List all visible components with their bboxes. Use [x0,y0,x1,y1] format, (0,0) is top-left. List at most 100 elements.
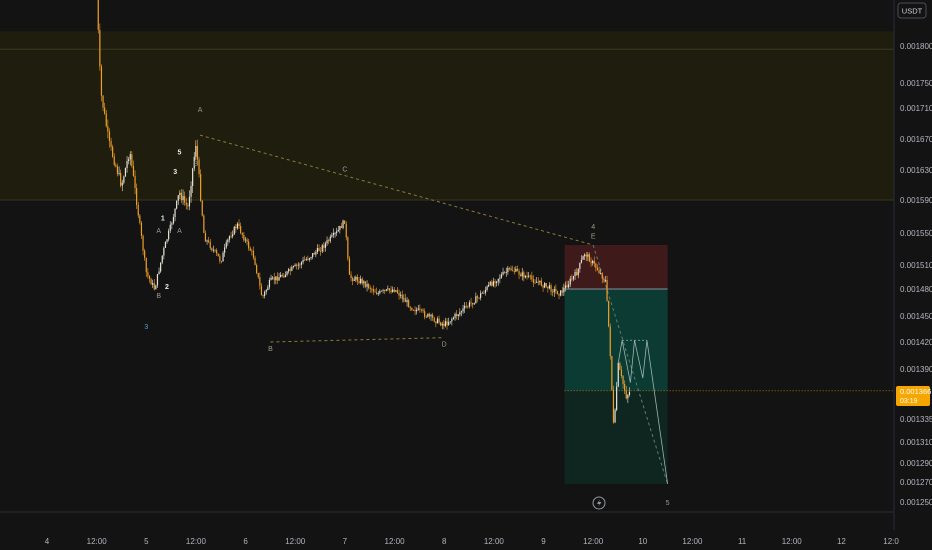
candle-body [352,278,354,281]
wave-label[interactable]: A [198,107,203,114]
candle-body [582,256,584,260]
candle-body [281,274,283,277]
candle-body [112,146,114,157]
candle-body [414,310,416,312]
replay-icon[interactable] [592,496,606,510]
candle-body [382,290,384,292]
candle-body [176,200,178,209]
candle-body [321,245,323,252]
wave-label[interactable]: 3 [144,324,148,331]
candle-body [548,285,551,289]
candle-body [524,276,527,278]
candle-body [297,264,299,266]
stop-loss-zone[interactable] [564,245,668,289]
candle-body [288,269,290,272]
candle-body [587,254,589,257]
candle-body [246,239,248,242]
candle-body [166,239,168,242]
candle-body [532,279,535,283]
candle-body [291,267,293,271]
candle-body [569,278,571,285]
candle-body [339,225,341,230]
candle-body [408,300,410,308]
candle-body [516,268,519,271]
candle-body [500,274,503,278]
wave-label[interactable]: 1 [161,216,165,223]
profit-zone[interactable] [564,289,668,391]
candle-body [342,220,344,228]
wave-label[interactable]: B [194,161,199,168]
wave-label[interactable]: 4 [591,224,595,231]
candle-body [390,290,392,292]
candle-body [481,292,483,294]
wave-label[interactable]: 2 [165,284,169,291]
time-tick-label: 6 [243,537,248,546]
candle-body [320,250,322,252]
wave-label[interactable]: A [156,228,161,235]
time-axis[interactable]: 4 12:00 5 12:00 6 12:00 7 12:00 8 12:00 9 12:00 10 12… [45,537,900,546]
wave-label[interactable]: B [156,293,161,300]
wave-label[interactable]: B [268,346,273,353]
candle-body [278,277,280,281]
candle-body [592,260,594,264]
candle-body [489,281,491,285]
candle-body [131,154,133,166]
candle-body [284,274,287,278]
candle-body [452,317,455,320]
candle-body [174,208,176,217]
candle-body [132,165,135,176]
candle-body [459,312,461,315]
candle-body [256,265,258,274]
wave-label[interactable]: A [177,228,182,235]
candle-body [609,326,611,357]
time-tick-label: 12:00 [682,537,703,546]
candle-body [462,308,464,312]
wave-label[interactable]: D [442,342,447,349]
candle-body [432,314,434,318]
time-tick-label: 11 [738,537,747,546]
wave-label[interactable]: 5 [177,150,181,157]
wave-label[interactable]: E [591,234,596,241]
candle-body [576,271,578,276]
candle-body [454,313,456,318]
candle-body [545,283,547,287]
candle-body [324,243,327,248]
candle-body [580,259,583,263]
candle-body [115,164,117,167]
candle-body [508,267,511,269]
candle-body [188,196,191,207]
wave-label[interactable]: 3 [173,169,177,176]
wave-labels-layer: 1 2 3 5 3 A B A B A C B D 4 E 5 [144,107,669,507]
candle-body [600,273,602,274]
candle-body [537,281,539,283]
candle-body [577,268,579,276]
candle-body [208,240,210,242]
candle-body [347,237,349,259]
price-axis[interactable]: 0.001800 0.001750 0.001710 0.001670 0.001630… [900,42,932,507]
candle-body [504,271,506,273]
candle-body [523,272,525,278]
candle-body [126,161,128,169]
candle-body [534,282,536,284]
candle-body [145,257,147,273]
candle-body [268,280,271,288]
time-tick-label: 12:00 [87,537,108,546]
b-to-d-trendline[interactable] [270,337,445,343]
candle-body [475,296,477,304]
candle-body [393,289,395,292]
price-tick-label: 0.001335 [900,415,932,424]
candle-body [612,389,615,423]
candle-body [409,307,411,309]
wave-label[interactable]: C [342,167,347,174]
candle-body [344,220,346,224]
currency-badge[interactable]: USDT [897,2,927,19]
candle-body [467,306,469,308]
candle-body [507,267,509,273]
candle-body [456,313,458,317]
a-to-e-trendline[interactable] [199,134,594,246]
candle-body [123,176,125,183]
candle-body [228,236,231,240]
wave-label[interactable]: 5 [666,500,670,507]
